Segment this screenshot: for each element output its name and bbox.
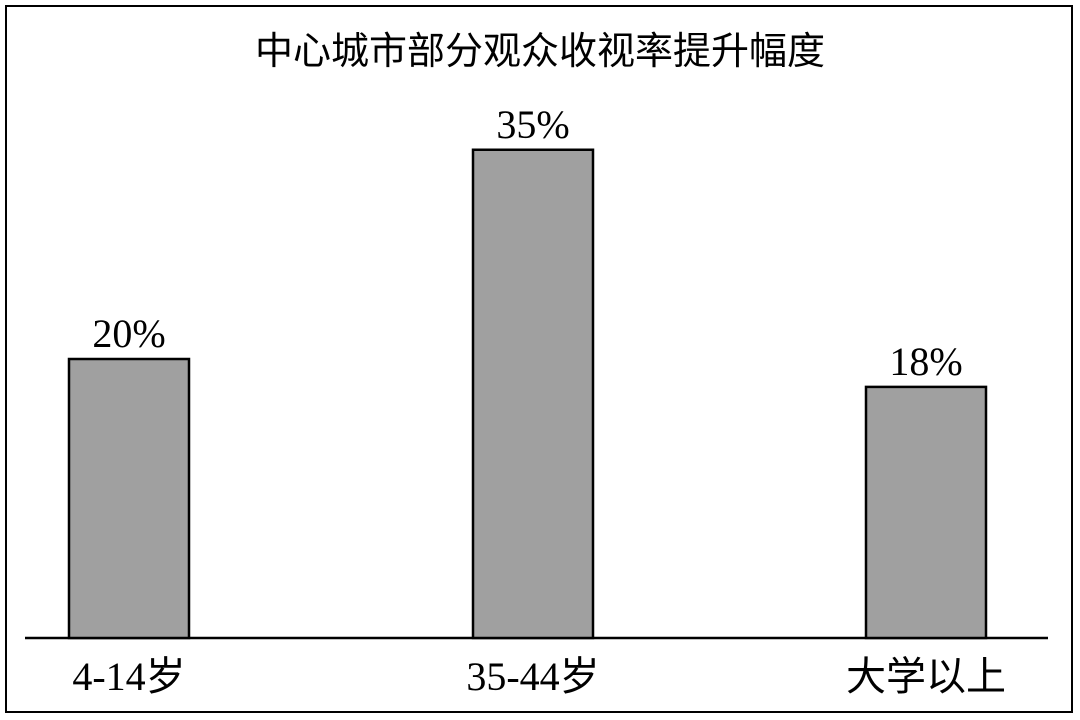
value-label-0: 20% — [92, 311, 165, 356]
category-label-2: 大学以上 — [846, 654, 1006, 699]
labels-group: 20% 4-14岁 35% 35-44岁 18% 大学以上 — [72, 102, 1006, 699]
bar-2 — [864, 385, 988, 640]
category-label-1: 35-44岁 — [466, 654, 599, 699]
chart-title: 中心城市部分观众收视率提升幅度 — [255, 29, 825, 73]
value-label-1: 35% — [496, 102, 569, 147]
bar-0 — [67, 357, 191, 640]
category-label-0: 4-14岁 — [72, 654, 185, 699]
bars-group — [67, 148, 988, 640]
value-label-2: 18% — [889, 339, 962, 384]
bar-1 — [471, 148, 595, 640]
